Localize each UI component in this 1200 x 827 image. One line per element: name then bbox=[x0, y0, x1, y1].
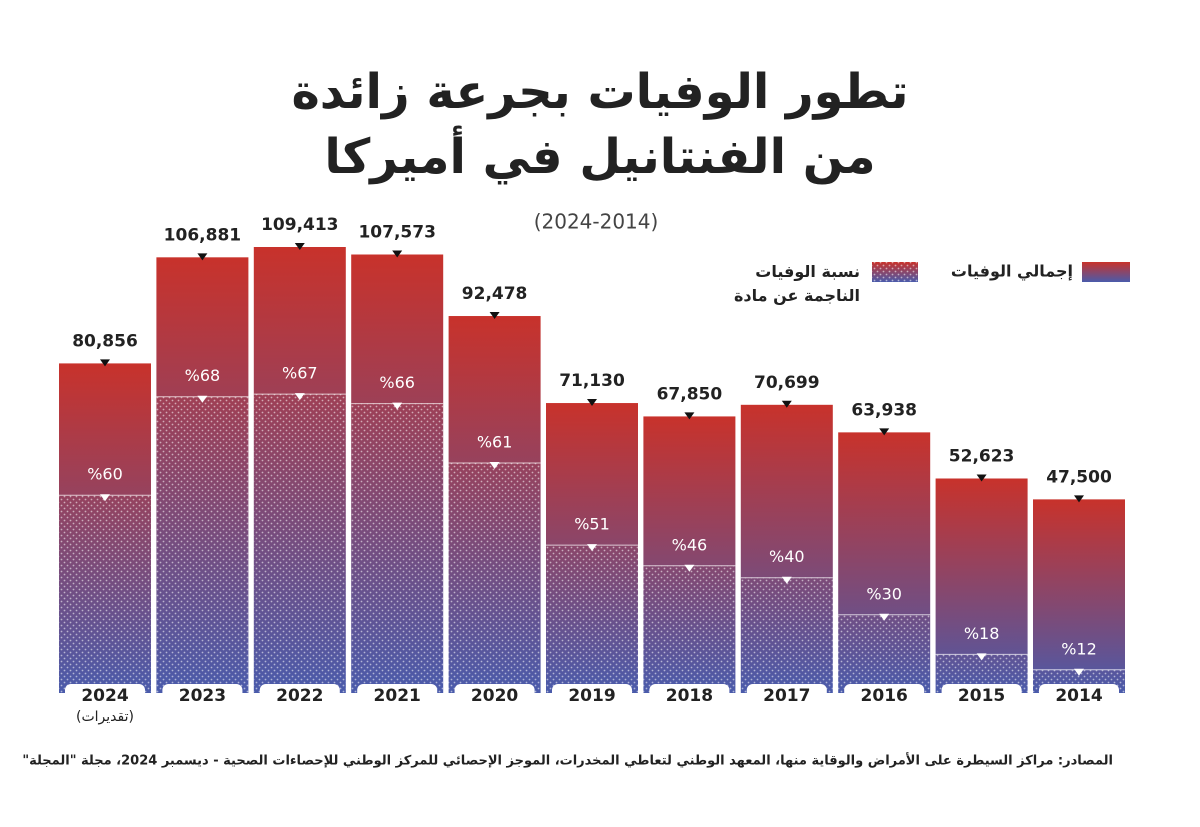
x-tick-label: 2016 bbox=[861, 686, 908, 706]
x-tick-label: 2024 bbox=[81, 686, 128, 706]
year-pill bbox=[552, 684, 632, 707]
marker bbox=[684, 412, 695, 420]
value-label: 70,699 bbox=[754, 373, 820, 393]
legend-label-box: نسبة الوفيات الناجمة عن مادة الفنتانيل bbox=[733, 262, 860, 312]
marker bbox=[1074, 495, 1084, 503]
x-tick-label: 2023 bbox=[179, 686, 226, 706]
bars: 80,856 %60 2024 (تقديرات) 106,881 %68 2023 109,… bbox=[59, 215, 1125, 725]
chart-subtitle: (2024-2014) bbox=[534, 210, 659, 234]
year-pill bbox=[844, 684, 925, 707]
legend-swatch bbox=[1082, 262, 1130, 282]
share-label: %67 bbox=[282, 364, 318, 383]
share-marker bbox=[976, 653, 987, 661]
share-marker bbox=[100, 494, 110, 502]
x-tick-label: 2021 bbox=[374, 686, 421, 706]
year-pill bbox=[746, 684, 827, 707]
value-label: 71,130 bbox=[559, 371, 625, 391]
value-label: 67,850 bbox=[657, 384, 723, 404]
year-pill bbox=[65, 684, 145, 707]
year-pill bbox=[941, 684, 1022, 707]
marker bbox=[879, 428, 890, 436]
share-marker bbox=[197, 395, 208, 403]
chart-title: من الفنتانيل في أميركا bbox=[324, 125, 875, 185]
share-bar bbox=[838, 614, 931, 693]
share-bar bbox=[253, 394, 346, 693]
share-label: %30 bbox=[866, 584, 902, 603]
share-bar bbox=[546, 545, 638, 693]
x-tick-label: 2022 bbox=[276, 686, 323, 706]
share-bar bbox=[156, 396, 249, 693]
share-label: %40 bbox=[769, 547, 805, 566]
legend-label: إجمالي الوفيات bbox=[951, 262, 1073, 282]
share-label: %46 bbox=[672, 535, 708, 554]
year-pill bbox=[162, 684, 243, 707]
share-label: %51 bbox=[574, 515, 610, 534]
marker bbox=[100, 359, 110, 367]
share-label: %61 bbox=[477, 433, 513, 452]
share-bar bbox=[643, 565, 736, 693]
x-tick-label: 2019 bbox=[568, 686, 615, 706]
share-label: %68 bbox=[185, 366, 221, 385]
value-label: 92,478 bbox=[462, 284, 528, 304]
value-label: 52,623 bbox=[949, 446, 1015, 466]
share-marker bbox=[1074, 668, 1084, 676]
marker bbox=[489, 312, 500, 320]
chart-title: تطور الوفيات بجرعة زائدة bbox=[291, 64, 908, 120]
year-pill bbox=[454, 684, 535, 707]
x-tick-label: 2018 bbox=[666, 686, 713, 706]
legend-swatch-dots bbox=[872, 262, 918, 282]
marker bbox=[976, 474, 987, 482]
value-label: 47,500 bbox=[1046, 467, 1112, 487]
year-pill bbox=[649, 684, 730, 707]
x-tick-label: 2017 bbox=[763, 686, 810, 706]
share-bar bbox=[448, 463, 541, 693]
year-pill bbox=[357, 684, 438, 707]
x-tick-note: (تقديرات) bbox=[76, 709, 134, 725]
share-label: %60 bbox=[87, 465, 123, 484]
marker bbox=[197, 253, 208, 261]
marker bbox=[294, 243, 305, 250]
year-pill bbox=[1039, 684, 1119, 707]
value-label: 80,856 bbox=[72, 331, 138, 351]
value-label: 109,413 bbox=[261, 215, 338, 235]
share-label: %12 bbox=[1061, 639, 1097, 658]
share-bar bbox=[740, 577, 833, 693]
x-tick-label: 2020 bbox=[471, 686, 518, 706]
share-label: %18 bbox=[964, 624, 1000, 643]
share-marker bbox=[294, 393, 305, 401]
share-marker bbox=[489, 462, 500, 470]
legend-label: نسبة الوفيات الناجمة عن مادة الفنتانيل bbox=[733, 262, 860, 312]
share-marker bbox=[684, 564, 695, 572]
bar bbox=[1033, 499, 1125, 693]
value-label: 63,938 bbox=[851, 400, 917, 420]
share-marker bbox=[781, 576, 792, 584]
share-marker bbox=[587, 544, 597, 552]
share-bar bbox=[59, 495, 151, 693]
x-tick-label: 2014 bbox=[1055, 686, 1102, 706]
value-label: 106,881 bbox=[164, 225, 241, 245]
share-marker bbox=[392, 402, 403, 410]
x-tick-label: 2015 bbox=[958, 686, 1005, 706]
share-marker bbox=[879, 613, 890, 621]
marker bbox=[587, 399, 597, 407]
marker bbox=[781, 400, 792, 408]
share-label: %66 bbox=[379, 373, 415, 392]
value-label: 107,573 bbox=[358, 223, 435, 243]
source-note: المصادر: مراكز السيطرة على الأمراض والوق… bbox=[22, 752, 1113, 769]
marker bbox=[392, 250, 403, 258]
share-bar bbox=[351, 403, 444, 693]
year-pill bbox=[259, 684, 340, 707]
